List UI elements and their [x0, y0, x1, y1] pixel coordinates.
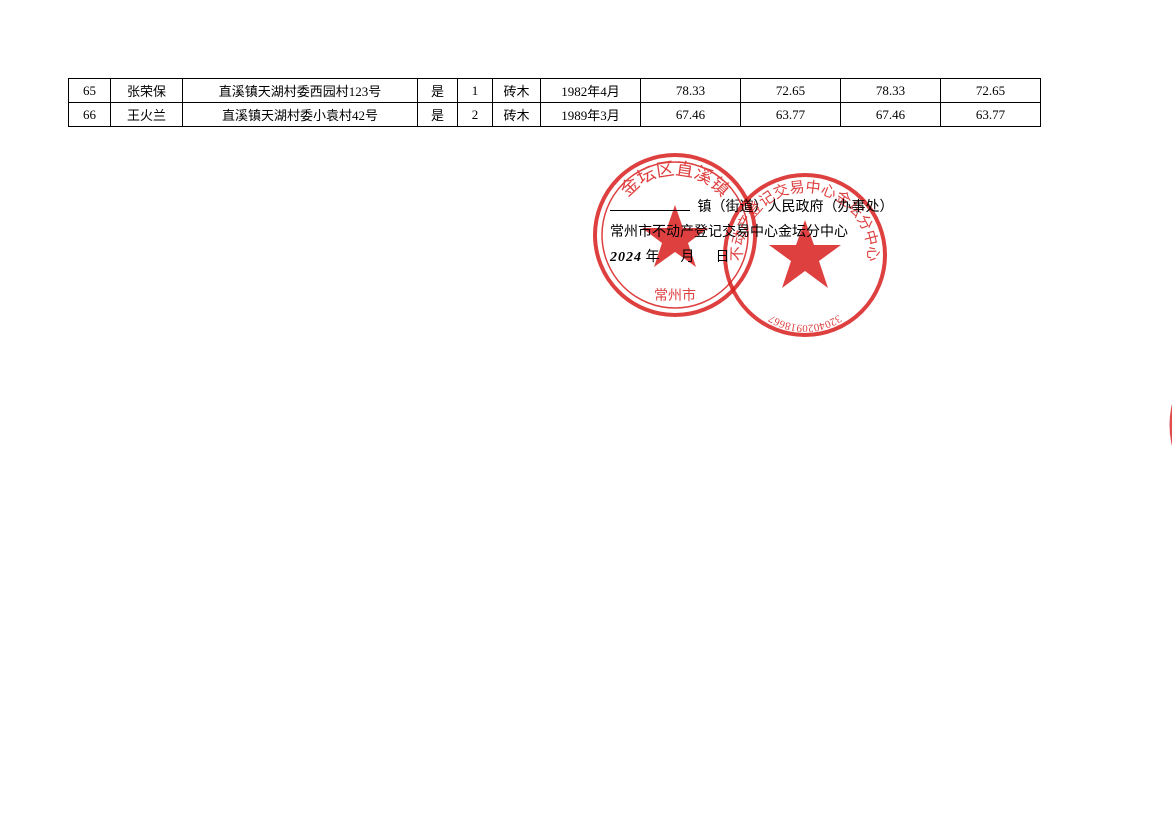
cell-value2: 72.65	[741, 79, 841, 103]
document-page: 65 张荣保 直溪镇天湖村委西园村123号 是 1 砖木 1982年4月 78.…	[0, 0, 1172, 825]
cell-date: 1989年3月	[541, 103, 641, 127]
blank-underline	[610, 210, 690, 211]
cell-count: 2	[458, 103, 493, 127]
month-char: 月	[681, 250, 695, 265]
handwritten-year: 2024	[610, 250, 642, 265]
cell-material: 砖木	[493, 103, 541, 127]
cell-count: 1	[458, 79, 493, 103]
cell-flag: 是	[418, 103, 458, 127]
signature-date-line: 2024 年 月 日	[610, 245, 894, 270]
cell-flag: 是	[418, 79, 458, 103]
table-row: 65 张荣保 直溪镇天湖村委西园村123号 是 1 砖木 1982年4月 78.…	[69, 79, 1041, 103]
cell-address: 直溪镇天湖村委小袁村42号	[183, 103, 418, 127]
svg-text:常州市: 常州市	[654, 287, 696, 304]
cell-index: 66	[69, 103, 111, 127]
cell-value4: 72.65	[941, 79, 1041, 103]
cell-date: 1982年4月	[541, 79, 641, 103]
year-char: 年	[646, 250, 660, 265]
signature-block: 镇（街道）人民政府（办事处） 常州市不动产登记交易中心金坛分中心 2024 年 …	[610, 195, 894, 271]
signature-org-suffix: 镇（街道）人民政府（办事处）	[698, 200, 894, 215]
cell-value3: 78.33	[841, 79, 941, 103]
cell-index: 65	[69, 79, 111, 103]
cell-value1: 67.46	[641, 103, 741, 127]
table-body: 65 张荣保 直溪镇天湖村委西园村123号 是 1 砖木 1982年4月 78.…	[69, 79, 1041, 127]
cell-value2: 63.77	[741, 103, 841, 127]
cell-material: 砖木	[493, 79, 541, 103]
table-row: 66 王火兰 直溪镇天湖村委小袁村42号 是 2 砖木 1989年3月 67.4…	[69, 103, 1041, 127]
cell-value3: 67.46	[841, 103, 941, 127]
cell-value1: 78.33	[641, 79, 741, 103]
signature-line-2: 常州市不动产登记交易中心金坛分中心	[610, 220, 894, 245]
cell-name: 王火兰	[111, 103, 183, 127]
day-char: 日	[716, 250, 730, 265]
cell-value4: 63.77	[941, 103, 1041, 127]
signature-line-1: 镇（街道）人民政府（办事处）	[610, 195, 894, 220]
cell-address: 直溪镇天湖村委西园村123号	[183, 79, 418, 103]
partial-stamp-right: 溪 镇	[1112, 330, 1172, 520]
cell-name: 张荣保	[111, 79, 183, 103]
data-table: 65 张荣保 直溪镇天湖村委西园村123号 是 1 砖木 1982年4月 78.…	[68, 78, 1041, 127]
